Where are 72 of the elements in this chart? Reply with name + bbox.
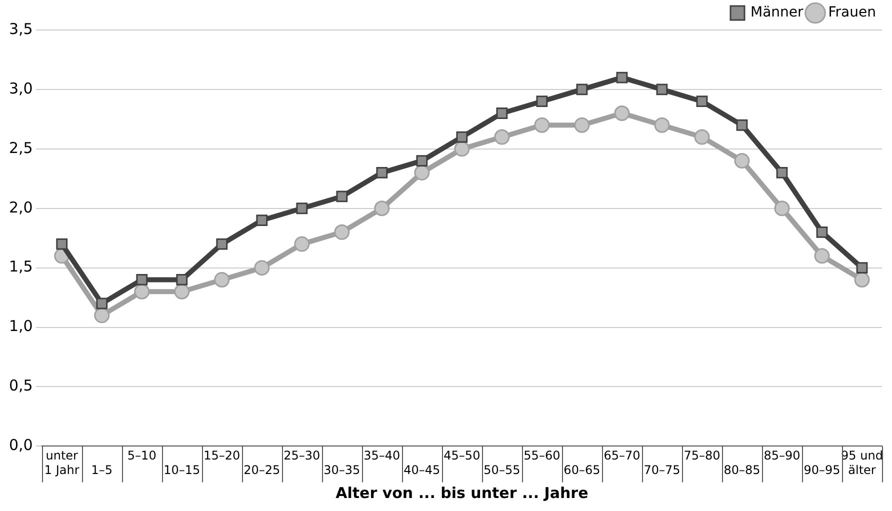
x-axis-title: Alter von ... bis unter ... Jahre — [336, 484, 588, 502]
point — [174, 284, 190, 300]
point — [216, 238, 228, 250]
y-tick-label: 2,0 — [8, 198, 33, 216]
x-tick-label: 65–70 — [604, 448, 640, 463]
legend-label: Frauen — [828, 4, 876, 21]
y-tick-label: 3,5 — [8, 20, 33, 38]
point — [334, 224, 350, 240]
point — [654, 117, 670, 133]
point — [496, 108, 508, 119]
point — [416, 155, 428, 167]
x-tick-label: 90–95 — [804, 462, 840, 477]
x-tick-label: 10–15 — [164, 462, 200, 477]
point — [696, 96, 708, 108]
point — [374, 200, 390, 216]
x-tick-label: 55–60 — [524, 448, 560, 463]
point — [254, 260, 270, 276]
point — [616, 72, 628, 84]
y-tick-label: 3,0 — [8, 79, 33, 98]
x-tick-label: 60–65 — [564, 462, 600, 477]
point — [694, 129, 710, 145]
point — [614, 105, 630, 121]
point — [816, 226, 828, 238]
point — [854, 272, 870, 288]
x-tick-label: 20–25 — [244, 462, 280, 477]
x-tick-label: 15–20 — [204, 448, 240, 463]
point — [454, 141, 470, 157]
x-tick-label: 1–5 — [91, 462, 113, 477]
point — [56, 238, 68, 250]
point — [96, 298, 108, 310]
point — [536, 96, 548, 108]
point — [176, 274, 188, 286]
legend-label: Männer — [750, 4, 804, 21]
point — [336, 190, 348, 202]
point — [136, 274, 148, 286]
point — [294, 236, 310, 252]
x-tick-label: 40–45 — [404, 462, 440, 477]
point — [256, 214, 268, 226]
point — [856, 262, 868, 274]
x-tick-label: 35–40 — [364, 448, 400, 463]
point — [736, 119, 748, 131]
x-tick-label: 30–35 — [324, 462, 360, 477]
point — [296, 202, 308, 214]
point — [414, 164, 430, 180]
y-tick-label: 0,0 — [8, 436, 33, 454]
x-tick-label: 80–85 — [724, 462, 760, 477]
x-tick-label: 45–50 — [444, 448, 480, 463]
point — [376, 167, 388, 178]
x-tick-label: 5–10 — [127, 448, 156, 463]
point — [814, 248, 830, 264]
x-tick-label: 70–75 — [644, 462, 680, 477]
x-tick-label: 25–30 — [284, 448, 320, 463]
x-tick-label: 75–80 — [684, 448, 720, 463]
y-tick-label: 1,5 — [8, 258, 33, 276]
point — [656, 84, 668, 96]
y-tick-label: 2,5 — [8, 138, 33, 157]
point — [134, 284, 150, 300]
point — [576, 84, 588, 96]
point — [774, 200, 790, 216]
point — [734, 153, 750, 169]
x-tick-label: unter 1 Jahr — [44, 448, 80, 477]
point — [574, 117, 590, 133]
point — [456, 131, 468, 143]
y-tick-label: 0,5 — [8, 376, 33, 395]
point — [94, 308, 110, 324]
y-tick-label: 1,0 — [8, 317, 33, 336]
point — [494, 129, 510, 145]
point — [214, 272, 230, 288]
point — [534, 117, 550, 133]
point — [776, 167, 788, 178]
x-tick-label: 50–55 — [484, 462, 520, 477]
x-tick-label: 85–90 — [764, 448, 800, 463]
